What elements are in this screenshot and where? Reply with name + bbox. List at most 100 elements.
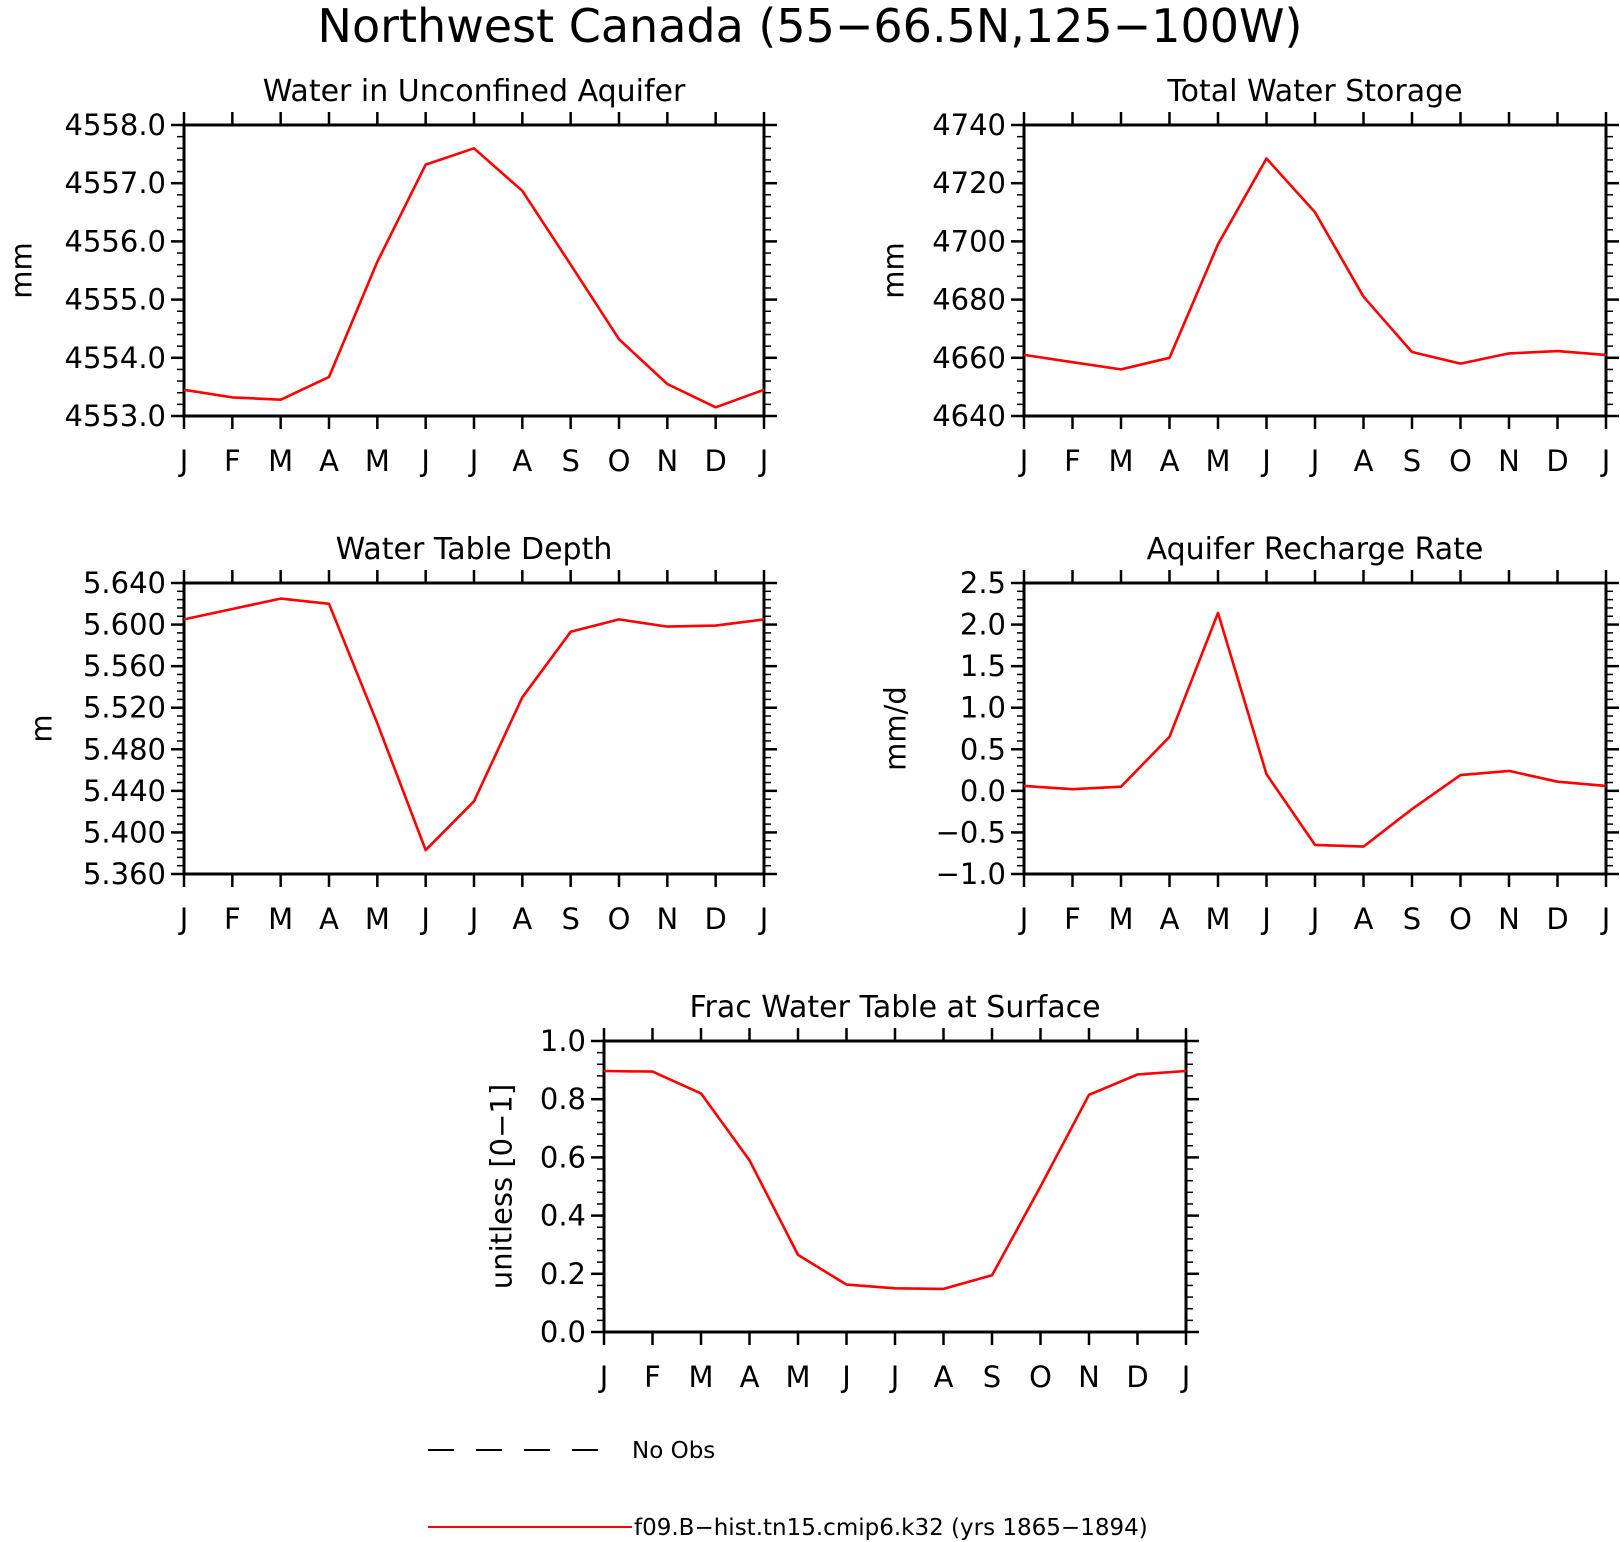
chart-2-xtick-label: M <box>268 902 293 936</box>
chart-3-xtick-label: A <box>1160 902 1180 936</box>
chart-0-ytick-label: 4557.0 <box>65 166 166 200</box>
chart-4-ytick-label: 0.8 <box>540 1082 586 1116</box>
chart-4-xtick-label: F <box>644 1360 661 1394</box>
chart-2-ytick-label: 5.440 <box>83 774 166 808</box>
chart-3-xtick-label: O <box>1449 902 1472 936</box>
chart-0-xtick-label: A <box>512 444 532 478</box>
chart-0-ytick-label: 4556.0 <box>65 224 166 258</box>
chart-4-ytick-label: 0.0 <box>540 1315 586 1349</box>
chart-2-ytick-label: 5.520 <box>83 691 166 725</box>
chart-0-xtick-label: J <box>758 444 769 478</box>
chart-4-xtick-label: D <box>1126 1360 1148 1394</box>
chart-0-xtick-label: D <box>704 444 726 478</box>
chart-2-ytick-label: 5.400 <box>83 815 166 849</box>
chart-3-xtick-label: J <box>1260 902 1271 936</box>
chart-1-title: Total Water Storage <box>1166 74 1462 109</box>
chart-3-ytick-label: −0.5 <box>936 815 1006 849</box>
chart-4-xtick-label: A <box>934 1360 954 1394</box>
panel-total-water-storage: J F M A M J J A S O N D J464046604680470047204740Tot… <box>877 74 1619 478</box>
chart-3-xtick-label: N <box>1498 902 1520 936</box>
chart-4-ytick-label: 0.6 <box>540 1140 586 1174</box>
chart-4-xtick-label: J <box>598 1360 609 1394</box>
panel-aquifer-recharge-rate: J F M A M J J A S O N D J−1.0−0.50.00.51.01.52.02.5A… <box>879 532 1619 936</box>
chart-1-ytick-label: 4700 <box>932 224 1006 258</box>
chart-3-xtick-label: J <box>1018 902 1029 936</box>
panel-water-in-unconfined-aquifer: J F M A M J J A S O N D J4553.04554.04555.04556.0455… <box>5 74 777 478</box>
chart-4-xtick-label: J <box>889 1360 900 1394</box>
chart-1-xtick-label: S <box>1403 444 1421 478</box>
chart-1-xtick-label: D <box>1546 444 1568 478</box>
chart-4-ytick-label: 0.2 <box>540 1257 586 1291</box>
chart-3-ytick-label: 0.5 <box>960 732 1006 766</box>
chart-4-xtick-label: A <box>740 1360 760 1394</box>
chart-1-series-line <box>1023 157 1607 371</box>
chart-1-xtick-label: M <box>1205 444 1230 478</box>
legend: No Obs f09.B−hist.tn15.cmip6.k32 (yrs 18… <box>428 1438 1148 1541</box>
chart-2-xtick-label: A <box>512 902 532 936</box>
chart-2-xtick-label: F <box>224 902 241 936</box>
chart-4-title: Frac Water Table at Surface <box>689 990 1100 1025</box>
chart-4-xtick-label: J <box>1180 1360 1191 1394</box>
chart-3-series-line <box>1023 611 1607 848</box>
chart-0-ylabel: mm <box>5 242 39 299</box>
chart-3-ytick-label: 0.0 <box>960 774 1006 808</box>
chart-4-xtick-label: S <box>983 1360 1001 1394</box>
chart-2-xtick-label: A <box>319 902 339 936</box>
chart-0-ytick-label: 4558.0 <box>65 108 166 142</box>
legend-obs-label: No Obs <box>632 1438 715 1464</box>
chart-2-ytick-label: 5.360 <box>83 857 166 891</box>
chart-3-xtick-label: J <box>1600 902 1611 936</box>
chart-2-series-line <box>183 597 765 852</box>
chart-0-xtick-label: A <box>319 444 339 478</box>
chart-1-xtick-label: J <box>1309 444 1320 478</box>
chart-1-xtick-label: O <box>1449 444 1472 478</box>
chart-3-ytick-label: 1.0 <box>960 691 1006 725</box>
chart-1-ytick-label: 4680 <box>932 283 1006 317</box>
chart-4-ytick-label: 0.4 <box>540 1199 586 1233</box>
chart-2-xtick-label: S <box>561 902 579 936</box>
chart-3-xtick-label: A <box>1354 902 1374 936</box>
panel-water-table-depth: J F M A M J J A S O N D J5.3605.4005.4405.4805.5205.… <box>25 532 777 936</box>
chart-0-xtick-label: S <box>561 444 579 478</box>
chart-1-xtick-label: A <box>1160 444 1180 478</box>
chart-1-ytick-label: 4660 <box>932 341 1006 375</box>
chart-4-xtick-label: J <box>840 1360 851 1394</box>
chart-0-title: Water in Unconfined Aquifer <box>263 74 686 109</box>
chart-2-ytick-label: 5.560 <box>83 649 166 683</box>
chart-2-title: Water Table Depth <box>336 532 613 567</box>
chart-3-ytick-label: 2.0 <box>960 608 1006 642</box>
chart-2-xtick-label: M <box>365 902 390 936</box>
chart-4-ytick-label: 1.0 <box>540 1024 586 1058</box>
chart-1-xtick-label: J <box>1600 444 1611 478</box>
chart-2-xtick-label: D <box>704 902 726 936</box>
chart-4-series-line <box>603 1069 1187 1291</box>
chart-3-ytick-label: −1.0 <box>936 857 1006 891</box>
chart-4-xtick-label: N <box>1078 1360 1100 1394</box>
chart-2-ylabel: m <box>25 714 59 742</box>
chart-0-series-line <box>183 147 765 409</box>
chart-4-xtick-label: O <box>1029 1360 1052 1394</box>
chart-2-xtick-label: O <box>608 902 631 936</box>
chart-0-ytick-label: 4555.0 <box>65 283 166 317</box>
chart-3-xtick-label: J <box>1309 902 1320 936</box>
chart-1-xtick-label: J <box>1260 444 1271 478</box>
chart-1-ytick-label: 4740 <box>932 108 1006 142</box>
chart-3-ytick-label: 1.5 <box>960 649 1006 683</box>
chart-4-xtick-label: M <box>785 1360 810 1394</box>
chart-2-xtick-label: J <box>468 902 479 936</box>
chart-1-xtick-label: N <box>1498 444 1520 478</box>
legend-model-label: f09.B−hist.tn15.cmip6.k32 (yrs 1865−1894… <box>634 1515 1148 1541</box>
chart-0-xtick-label: F <box>224 444 241 478</box>
chart-1-xtick-label: A <box>1354 444 1374 478</box>
chart-1-frame <box>1022 123 1608 418</box>
chart-0-xtick-label: J <box>419 444 430 478</box>
chart-0-xtick-label: M <box>365 444 390 478</box>
chart-3-xtick-label: D <box>1546 902 1568 936</box>
chart-4-xtick-label: M <box>688 1360 713 1394</box>
chart-2-ytick-label: 5.480 <box>83 732 166 766</box>
chart-3-frame <box>1022 581 1608 876</box>
chart-1-xtick-label: F <box>1064 444 1081 478</box>
chart-2-ytick-label: 5.640 <box>83 566 166 600</box>
chart-0-xtick-label: J <box>178 444 189 478</box>
